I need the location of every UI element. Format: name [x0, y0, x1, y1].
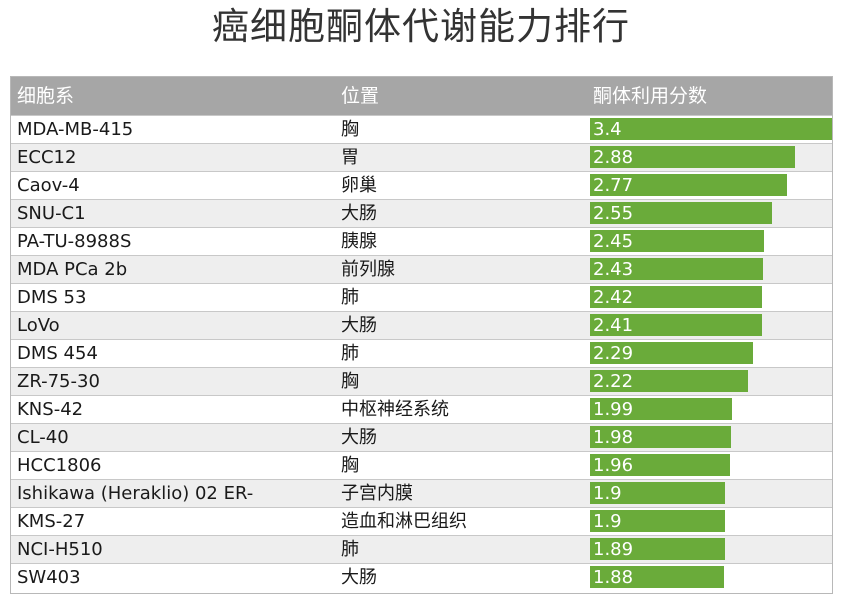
score-bar — [590, 454, 730, 476]
location-name: 中枢神经系统 — [341, 399, 449, 420]
cell-line-name: SNU-C1 — [17, 203, 86, 224]
location-name: 肺 — [341, 539, 359, 560]
score-label: 2.41 — [593, 315, 634, 336]
header-cell-line: 细胞系 — [17, 85, 75, 107]
score-label: 2.88 — [593, 147, 634, 168]
location-name: 大肠 — [341, 315, 377, 336]
score-bar — [590, 426, 731, 448]
score-bar — [590, 314, 762, 336]
cell-line-name: CL-40 — [17, 427, 69, 448]
score-bar — [590, 174, 787, 196]
table-row: PA-TU-8988S 胰腺 2.45 — [11, 227, 832, 255]
score-bar — [590, 286, 762, 308]
cell-line-name: ZR-75-30 — [17, 371, 100, 392]
score-label: 1.9 — [593, 511, 622, 532]
table-row: LoVo 大肠 2.41 — [11, 311, 832, 339]
location-name: 胸 — [341, 455, 359, 476]
location-name: 胰腺 — [341, 231, 377, 252]
table-row: Ishikawa (Heraklio) 02 ER- 子宫内膜 1.9 — [11, 479, 832, 507]
score-label: 1.98 — [593, 427, 634, 448]
chart-title: 癌细胞酮体代谢能力排行 — [212, 5, 630, 48]
score-bar — [590, 538, 725, 560]
score-label: 1.89 — [593, 539, 634, 560]
score-label: 1.88 — [593, 567, 634, 588]
table-row: MDA PCa 2b 前列腺 2.43 — [11, 255, 832, 283]
cell-line-name: HCC1806 — [17, 455, 102, 476]
score-label: 1.96 — [593, 455, 634, 476]
location-name: 造血和淋巴组织 — [341, 511, 467, 532]
score-label: 1.9 — [593, 483, 622, 504]
score-label: 1.99 — [593, 399, 634, 420]
location-name: 大肠 — [341, 203, 377, 224]
score-bar — [590, 510, 725, 532]
header-location: 位置 — [341, 85, 380, 107]
table-row: SNU-C1 大肠 2.55 — [11, 199, 832, 227]
table-row: KMS-27 造血和淋巴组织 1.9 — [11, 507, 832, 535]
cell-line-name: MDA-MB-415 — [17, 119, 134, 140]
score-bar — [590, 146, 795, 168]
location-name: 胸 — [341, 371, 359, 392]
table-row: ZR-75-30 胸 2.22 — [11, 367, 832, 395]
location-name: 胸 — [341, 119, 359, 140]
score-bar — [590, 258, 763, 280]
score-label: 2.43 — [593, 259, 634, 280]
cell-line-name: Caov-4 — [17, 175, 80, 196]
score-bar — [590, 370, 748, 392]
table-row: NCI-H510 肺 1.89 — [11, 535, 832, 563]
cell-line-name: Ishikawa (Heraklio) 02 ER- — [17, 483, 254, 504]
table-row: MDA-MB-415 胸 3.4 — [11, 115, 832, 143]
cell-line-name: KNS-42 — [17, 399, 84, 420]
location-name: 胃 — [341, 147, 359, 168]
location-name: 大肠 — [341, 427, 377, 448]
table-row: KNS-42 中枢神经系统 1.99 — [11, 395, 832, 423]
table-row: ECC12 胃 2.88 — [11, 143, 832, 171]
cell-line-name: ECC12 — [17, 147, 77, 168]
header-score: 酮体利用分数 — [593, 85, 708, 107]
location-name: 大肠 — [341, 567, 377, 588]
score-label: 2.77 — [593, 175, 634, 196]
table-row: CL-40 大肠 1.98 — [11, 423, 832, 451]
cell-line-name: PA-TU-8988S — [17, 231, 132, 252]
cell-line-name: KMS-27 — [17, 511, 86, 532]
location-name: 肺 — [341, 343, 359, 364]
table-row: SW403 大肠 1.88 — [11, 563, 832, 591]
cell-line-name: DMS 454 — [17, 343, 98, 364]
score-label: 2.55 — [593, 203, 634, 224]
score-label: 2.29 — [593, 343, 634, 364]
score-label: 3.4 — [593, 119, 622, 140]
cell-line-name: LoVo — [17, 315, 60, 336]
score-bar — [590, 398, 732, 420]
location-name: 卵巢 — [341, 175, 377, 196]
table-row: Caov-4 卵巢 2.77 — [11, 171, 832, 199]
cell-line-name: SW403 — [17, 567, 81, 588]
score-bar — [590, 202, 772, 224]
score-bar — [590, 230, 764, 252]
score-label: 2.22 — [593, 371, 634, 392]
score-bar — [590, 342, 753, 364]
ranking-table: 细胞系 位置 酮体利用分数 MDA-MB-415 胸 3.4 ECC12 胃 2.88 Ca… — [10, 76, 833, 594]
table-row: DMS 454 肺 2.29 — [11, 339, 832, 367]
location-name: 子宫内膜 — [341, 483, 413, 504]
score-label: 2.42 — [593, 287, 634, 308]
score-bar — [590, 482, 725, 504]
location-name: 肺 — [341, 287, 359, 308]
cell-line-name: MDA PCa 2b — [17, 259, 128, 280]
table-row: HCC1806 胸 1.96 — [11, 451, 832, 479]
table-header: 细胞系 位置 酮体利用分数 — [11, 77, 832, 115]
score-label: 2.45 — [593, 231, 634, 252]
location-name: 前列腺 — [341, 259, 395, 280]
score-bar — [590, 118, 832, 140]
table-row: DMS 53 肺 2.42 — [11, 283, 832, 311]
score-bar — [590, 566, 724, 588]
cell-line-name: NCI-H510 — [17, 539, 103, 560]
cell-line-name: DMS 53 — [17, 287, 87, 308]
